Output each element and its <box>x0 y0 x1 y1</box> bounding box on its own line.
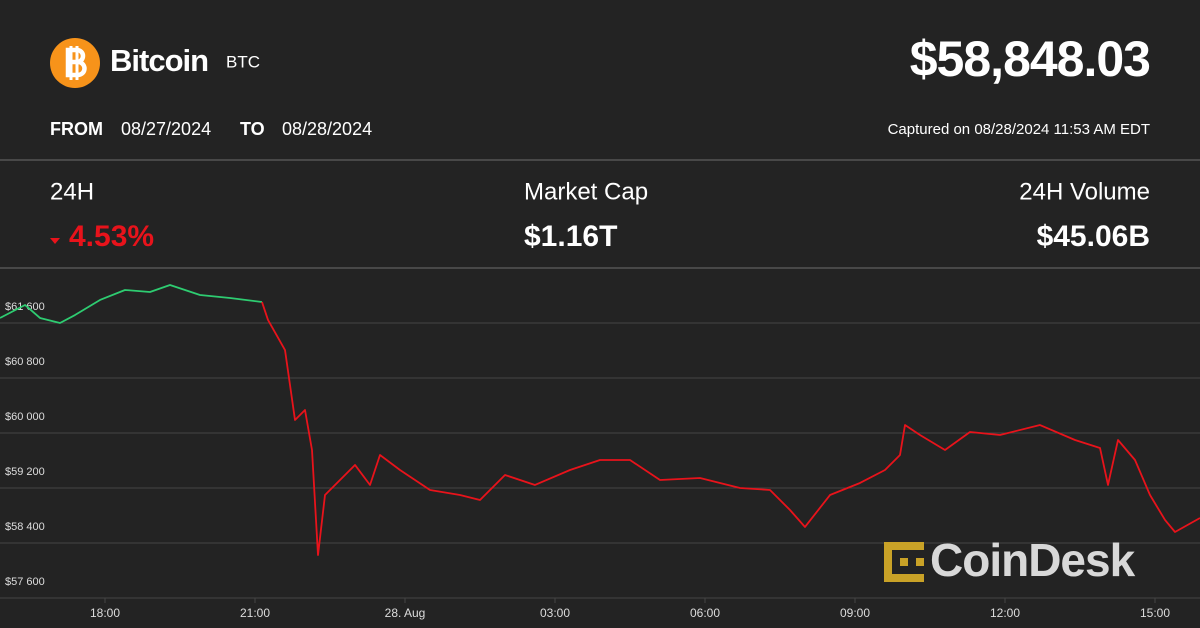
stat-label: 24H Volume <box>1019 178 1150 205</box>
down-arrow <box>50 238 60 244</box>
stat-label: 24H <box>50 178 94 205</box>
stat-value: $1.16T <box>524 220 617 253</box>
y-tick-label: $60 000 <box>5 411 45 423</box>
from-date: 08/27/2024 <box>121 119 211 139</box>
x-tick-label: 15:00 <box>1140 606 1170 620</box>
coindesk-logo <box>884 542 924 582</box>
to-label: TO <box>240 119 265 139</box>
x-tick-label: 06:00 <box>690 606 720 620</box>
stat-label: Market Cap <box>524 178 648 205</box>
x-tick-label: 18:00 <box>90 606 120 620</box>
stat-value: $45.06B <box>1037 220 1150 253</box>
x-tick-label: 12:00 <box>990 606 1020 620</box>
watermark: CoinDesk <box>930 534 1136 586</box>
grid: $57 600 $58 400 $59 200 $60 000 $60 800 $61 6… <box>0 301 1200 620</box>
x-tick-label: 21:00 <box>240 606 270 620</box>
y-tick-label: $59 200 <box>5 466 45 478</box>
y-tick-label: $61 600 <box>5 301 45 313</box>
x-tick-label: 09:00 <box>840 606 870 620</box>
coin-symbol: BTC <box>226 52 260 71</box>
y-tick-label: $57 600 <box>5 576 45 588</box>
captured: Captured on 08/28/2024 11:53 AM EDT <box>888 121 1150 138</box>
y-tick-label: $60 800 <box>5 356 45 368</box>
x-tick-label: 28. Aug <box>385 606 426 620</box>
to-date: 08/28/2024 <box>282 119 372 139</box>
price: $58,848.03 <box>910 31 1150 87</box>
from-label: FROM <box>50 119 103 139</box>
coin-name: Bitcoin <box>110 43 208 78</box>
y-tick-label: $58 400 <box>5 521 45 533</box>
plot <box>0 284 1200 556</box>
bitcoin-logo <box>50 38 100 88</box>
stat-value: 4.53% <box>69 220 154 253</box>
price-line <box>0 284 263 324</box>
x-tick-label: 03:00 <box>540 606 570 620</box>
price-line <box>261 301 1200 556</box>
